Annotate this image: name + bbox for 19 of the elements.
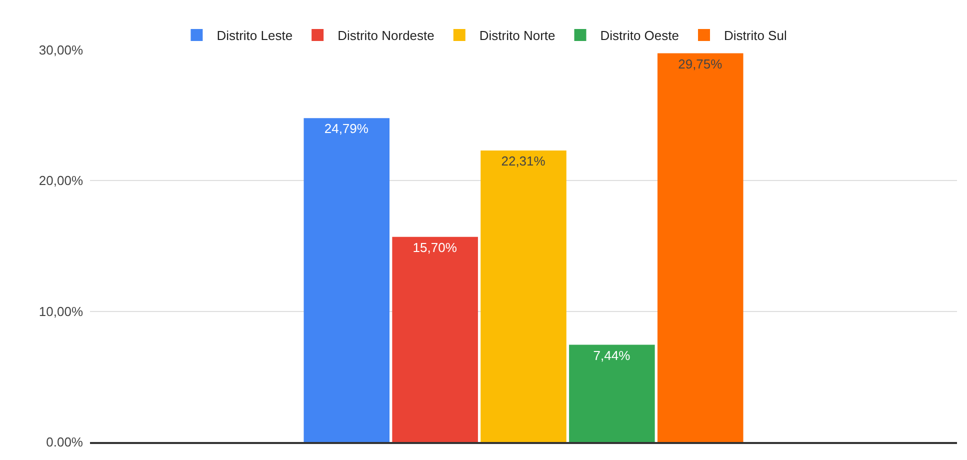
bar [569, 344, 655, 442]
bar [304, 118, 390, 442]
legend-label: Distrito Nordeste [338, 28, 434, 44]
data-label: 7,44% [593, 348, 631, 363]
data-label: 22,31% [501, 153, 546, 168]
y-tick-label: 10,00% [38, 304, 84, 319]
legend-label: Distrito Sul [724, 28, 787, 44]
data-label: 29,75% [678, 56, 723, 72]
legend-label: Distrito Leste [216, 28, 293, 44]
data-label: 24,79% [324, 121, 369, 136]
y-tick-label: 0.00% [46, 434, 84, 450]
y-tick-label: 30,00% [38, 42, 84, 58]
legend-label: Distrito Norte [479, 28, 556, 44]
legend-label: Distrito Oeste [600, 28, 679, 44]
data-label: 15,70% [412, 240, 458, 255]
bar [657, 53, 744, 442]
bar [392, 236, 478, 442]
bar [480, 150, 566, 442]
y-tick-label: 20,00% [38, 173, 84, 188]
